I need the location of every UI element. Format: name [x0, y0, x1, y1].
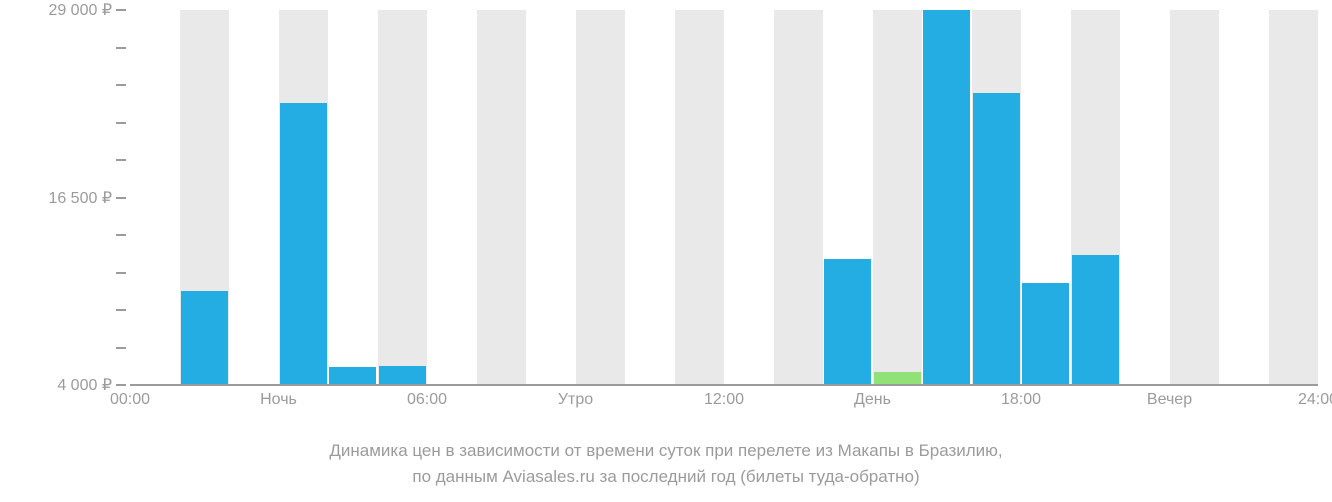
price-bar — [329, 367, 376, 385]
y-tick-label: 29 000 ₽ — [48, 0, 112, 20]
caption-line-2: по данным Aviasales.ru за последний год … — [412, 467, 919, 486]
price-bar — [824, 259, 871, 385]
y-tick-label: 16 500 ₽ — [48, 188, 112, 208]
price-bar — [874, 372, 921, 386]
y-minor-tick — [116, 272, 126, 274]
y-axis: 4 000 ₽16 500 ₽29 000 ₽ — [0, 10, 130, 385]
plot-area — [130, 10, 1318, 385]
x-tick-label: Вечер — [1147, 391, 1192, 409]
caption-line-1: Динамика цен в зависимости от времени су… — [329, 441, 1002, 460]
y-minor-tick — [116, 9, 126, 11]
x-tick-label: Ночь — [260, 391, 297, 409]
x-tick-label: 00:00 — [110, 391, 150, 409]
x-tick-label: День — [854, 391, 891, 409]
price-bar — [973, 93, 1020, 386]
x-tick-label: 18:00 — [1001, 391, 1041, 409]
price-bar — [181, 291, 228, 386]
x-tick-label: 24:00 — [1298, 391, 1332, 409]
y-minor-tick — [116, 234, 126, 236]
chart-caption: Динамика цен в зависимости от времени су… — [0, 438, 1332, 491]
price-bar — [1072, 255, 1119, 386]
x-axis: 00:00Ночь06:00Утро12:00День18:00Вечер24:… — [130, 385, 1318, 425]
price-by-hour-chart: 4 000 ₽16 500 ₽29 000 ₽ 00:00Ночь06:00Ут… — [0, 0, 1332, 502]
y-minor-tick — [116, 159, 126, 161]
x-tick-label: 06:00 — [407, 391, 447, 409]
price-bar — [1022, 283, 1069, 385]
y-minor-tick — [116, 122, 126, 124]
y-minor-tick — [116, 197, 126, 199]
price-bar — [923, 10, 970, 385]
x-tick-label: 12:00 — [704, 391, 744, 409]
price-bar — [379, 366, 426, 386]
x-tick-label: Утро — [558, 391, 593, 409]
y-tick-label: 4 000 ₽ — [57, 375, 112, 395]
y-minor-tick — [116, 47, 126, 49]
y-minor-tick — [116, 309, 126, 311]
y-minor-tick — [116, 347, 126, 349]
y-minor-tick — [116, 84, 126, 86]
y-minor-tick — [116, 384, 126, 386]
bars-layer — [130, 10, 1318, 385]
price-bar — [280, 103, 327, 385]
